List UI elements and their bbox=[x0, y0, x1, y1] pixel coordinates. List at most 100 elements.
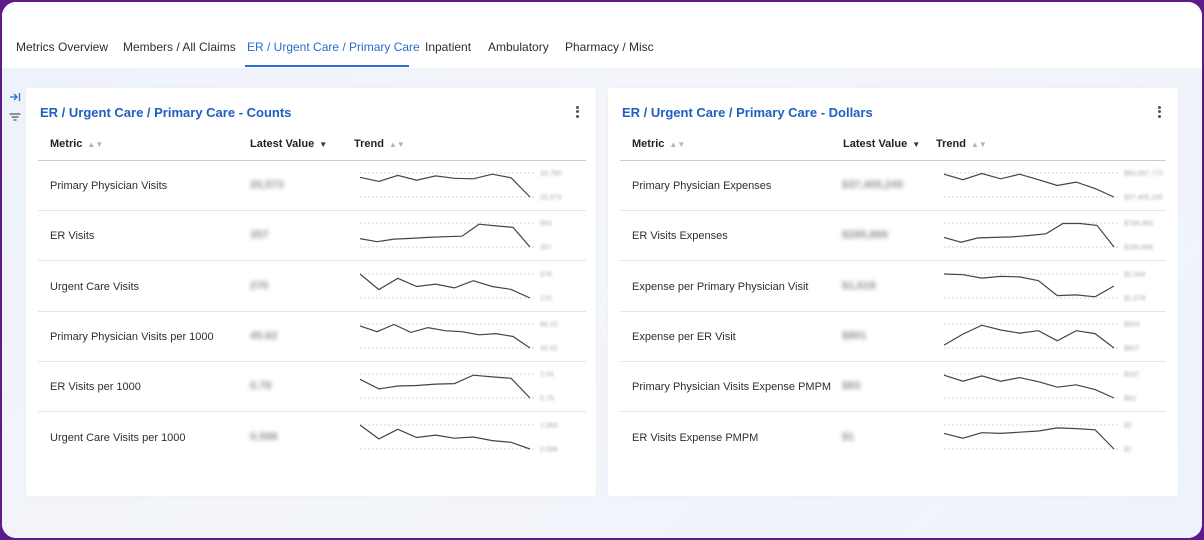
column-header-latest-value[interactable]: Latest Value ▼ bbox=[843, 138, 921, 150]
table-row[interactable]: Urgent Care Visits per 1000 0.598 1.083 0.5… bbox=[38, 413, 586, 463]
sparkline-min-label: 20,573 bbox=[540, 195, 562, 202]
dashboard-content: ER / Urgent Care / Primary Care - Counts… bbox=[2, 68, 1202, 538]
sparkline-max-label: 663 bbox=[540, 221, 552, 228]
metric-name: Primary Physician Expenses bbox=[632, 180, 772, 192]
sparkline-series bbox=[943, 272, 1115, 298]
sparkline-max-label: $953 bbox=[1124, 321, 1140, 328]
tab-ambulatory[interactable]: Ambulatory bbox=[488, 40, 549, 54]
table-row[interactable]: Primary Physician Visits per 1000 45.62 86… bbox=[38, 312, 586, 362]
trend-sparkline: 86.10 45.62 bbox=[359, 321, 558, 352]
sparkline-series bbox=[943, 223, 1115, 248]
metric-name: Primary Physician Visits Expense PMPM bbox=[632, 381, 832, 394]
tab-pharmacy-misc[interactable]: Pharmacy / Misc bbox=[565, 40, 654, 54]
filter-icon[interactable] bbox=[8, 110, 22, 124]
column-header-metric[interactable]: Metric ▲▼ bbox=[632, 138, 686, 150]
sparkline-max-label: 86.10 bbox=[540, 321, 558, 328]
table-row[interactable]: ER Visits 357 663 357 bbox=[38, 211, 586, 262]
sparkline-series bbox=[359, 374, 531, 399]
sparkline-max-label: 33,780 bbox=[540, 171, 562, 178]
latest-value: $83 bbox=[842, 380, 861, 393]
sparkline-min-label: 357 bbox=[540, 245, 552, 252]
trend-sparkline: 2.04 0.79 bbox=[359, 372, 554, 403]
active-tab-indicator bbox=[245, 65, 409, 67]
column-header-latest-value[interactable]: Latest Value ▼ bbox=[250, 138, 328, 150]
latest-value: $285,866 bbox=[842, 229, 888, 242]
metric-name: ER Visits Expense PMPM bbox=[632, 431, 759, 444]
latest-value: 0.79 bbox=[250, 380, 272, 393]
trend-sparkline: 978 270 bbox=[359, 271, 552, 302]
sparkline-max-label: 1.083 bbox=[540, 422, 558, 429]
header-divider bbox=[620, 160, 1166, 161]
sparkline-series bbox=[943, 324, 1115, 349]
sparkline-min-label: $285,866 bbox=[1124, 245, 1153, 252]
latest-value: 20,573 bbox=[250, 179, 284, 191]
sparkline-min-label: $1,578 bbox=[1124, 295, 1146, 302]
metric-name: ER Visits per 1000 bbox=[50, 381, 141, 394]
sparkline-max-label: $768,983 bbox=[1124, 221, 1153, 228]
column-header-trend[interactable]: Trend ▲▼ bbox=[354, 138, 405, 150]
counts-card: ER / Urgent Care / Primary Care - Counts… bbox=[26, 88, 596, 496]
sparkline-min-label: $83 bbox=[1124, 396, 1136, 403]
sparkline-min-label: 0.79 bbox=[540, 396, 554, 403]
collapse-rail-icon[interactable] bbox=[8, 90, 22, 104]
sparkline-series bbox=[359, 424, 531, 450]
header-divider bbox=[38, 160, 586, 161]
latest-value: $37,405,245 bbox=[842, 179, 904, 191]
sparkline-min-label: 45.62 bbox=[540, 345, 558, 352]
sparkline-series bbox=[943, 172, 1115, 198]
metric-name: Primary Physician Visits per 1000 bbox=[50, 330, 214, 343]
tab-metrics-overview[interactable]: Metrics Overview bbox=[16, 40, 109, 54]
metric-name: ER Visits bbox=[50, 230, 95, 243]
sparkline-series bbox=[359, 273, 531, 299]
kebab-menu-icon[interactable] bbox=[1154, 104, 1164, 120]
latest-value: $1 bbox=[842, 430, 855, 443]
latest-value: 270 bbox=[250, 279, 269, 292]
sparkline-series bbox=[359, 173, 531, 198]
sparkline-max-label: 978 bbox=[540, 271, 552, 278]
tab-inpatient[interactable]: Inpatient bbox=[425, 40, 472, 54]
tab-er-urgent-primary-care[interactable]: ER / Urgent Care / Primary Care bbox=[247, 40, 420, 54]
trend-sparkline: 663 357 bbox=[359, 221, 552, 252]
latest-value: $1,618 bbox=[842, 279, 876, 292]
tab-bar: Metrics Overview Members / All Claims ER… bbox=[2, 2, 1202, 68]
table-row[interactable]: Urgent Care Visits 270 978 270 bbox=[38, 262, 586, 312]
column-header-metric[interactable]: Metric ▲▼ bbox=[50, 138, 104, 150]
sparkline-min-label: 270 bbox=[540, 295, 552, 302]
trend-sparkline: $768,983 $285,866 bbox=[943, 221, 1153, 252]
trend-sparkline: $2 $1 bbox=[943, 422, 1132, 453]
metric-name: Expense per Primary Physician Visit bbox=[632, 280, 809, 293]
card-title: ER / Urgent Care / Primary Care - Dollar… bbox=[622, 105, 873, 120]
sparkline-min-label: $1 bbox=[1124, 446, 1132, 453]
table-row[interactable]: Expense per Primary Physician Visit $1,61… bbox=[620, 262, 1166, 312]
table-row[interactable]: ER Visits per 1000 0.79 2.04 0.79 bbox=[38, 362, 586, 413]
trend-sparkline: 1.083 0.598 bbox=[359, 422, 558, 453]
latest-value: 0.598 bbox=[250, 430, 278, 443]
table-row[interactable]: Expense per ER Visit $801 $953 $807 bbox=[620, 312, 1166, 362]
metric-name: ER Visits Expenses bbox=[632, 230, 728, 243]
metric-name: Urgent Care Visits bbox=[50, 280, 140, 293]
table-row[interactable]: ER Visits Expense PMPM $1 $2 $1 bbox=[620, 413, 1166, 463]
sparkline-max-label: $187 bbox=[1124, 372, 1140, 379]
sparkline-min-label: $37,405,245 bbox=[1124, 195, 1163, 202]
trend-sparkline: $60,097,772 $37,405,245 bbox=[943, 171, 1163, 202]
tab-members-all-claims[interactable]: Members / All Claims bbox=[123, 40, 236, 54]
latest-value: 357 bbox=[250, 229, 269, 242]
dollars-card: ER / Urgent Care / Primary Care - Dollar… bbox=[608, 88, 1178, 496]
sparkline-series bbox=[359, 323, 531, 349]
table-row[interactable]: ER Visits Expenses $285,866 $768,983 $285,8… bbox=[620, 211, 1166, 262]
table-row[interactable]: Primary Physician Visits Expense PMPM $83… bbox=[620, 362, 1166, 413]
trend-sparkline: 33,780 20,573 bbox=[359, 171, 562, 202]
sparkline-series bbox=[943, 374, 1115, 399]
metric-name: Expense per ER Visit bbox=[632, 330, 736, 343]
sparkline-min-label: $807 bbox=[1124, 345, 1140, 352]
trend-sparkline: $953 $807 bbox=[943, 321, 1140, 352]
table-row[interactable]: Primary Physician Expenses $37,405,245 $60… bbox=[620, 161, 1166, 211]
sparkline-series bbox=[359, 223, 531, 248]
table-row[interactable]: Primary Physician Visits 20,573 33,780 20,5… bbox=[38, 161, 586, 211]
kebab-menu-icon[interactable] bbox=[572, 104, 582, 120]
latest-value: 45.62 bbox=[250, 329, 278, 342]
column-header-trend[interactable]: Trend ▲▼ bbox=[936, 138, 987, 150]
trend-sparkline: $2,044 $1,578 bbox=[943, 271, 1146, 302]
sparkline-max-label: $60,097,772 bbox=[1124, 171, 1163, 178]
